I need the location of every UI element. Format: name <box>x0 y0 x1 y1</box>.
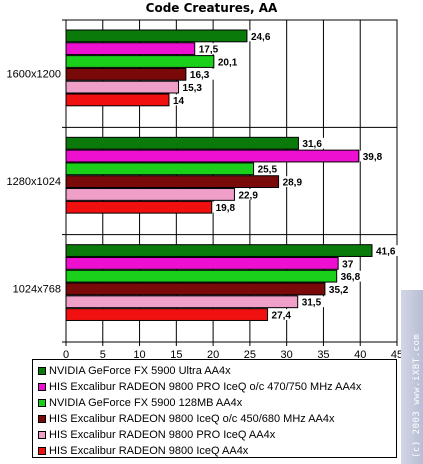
data-label-bg <box>337 270 368 282</box>
data-label: 37 <box>342 259 354 270</box>
x-tick-label: 45 <box>391 349 403 361</box>
bar <box>65 282 326 296</box>
legend-label: HIS Excalibur RADEON 9800 PRO IceQ AA4x <box>49 429 276 441</box>
data-label: 19,8 <box>216 203 236 214</box>
bar <box>65 67 187 81</box>
x-tick-label: 40 <box>354 349 366 361</box>
data-label: 36,8 <box>341 272 361 283</box>
data-label-bg <box>339 257 358 269</box>
data-label: 16,3 <box>190 70 210 81</box>
bar <box>65 29 248 43</box>
data-label-bg <box>235 189 266 200</box>
legend-item: HIS Excalibur RADEON 9800 PRO IceQ o/c 4… <box>38 379 396 395</box>
legend-swatch <box>38 447 46 455</box>
legend-label: NVIDIA GeForce FX 5900 Ultra AA4x <box>49 365 231 377</box>
y-category-label: 1280x1024 <box>7 176 61 188</box>
legend-item: HIS Excalibur RADEON 9800 IceQ o/c 450/6… <box>38 411 396 427</box>
bar <box>65 200 213 214</box>
data-label-bg <box>298 296 329 308</box>
data-label-bg <box>254 163 285 175</box>
x-tick-label: 15 <box>170 349 182 361</box>
legend-label: NVIDIA GeForce FX 5900 128MB AA4x <box>49 397 243 409</box>
bar <box>65 175 280 189</box>
legend-item: HIS Excalibur RADEON 9800 PRO IceQ AA4x <box>38 427 396 443</box>
x-tick-label: 25 <box>244 349 256 361</box>
legend-swatch <box>38 383 46 391</box>
axes <box>62 19 398 346</box>
data-label-bg <box>325 283 356 295</box>
data-label-bg <box>214 56 245 67</box>
legend-item: NVIDIA GeForce FX 5900 Ultra AA4x <box>38 363 396 379</box>
x-tick-label: 20 <box>207 349 219 361</box>
chart-title: Code Creatures, AA <box>145 1 278 15</box>
data-label-bg <box>247 30 278 42</box>
legend-swatch <box>38 415 46 423</box>
data-label-bg <box>279 176 310 188</box>
legend-swatch <box>38 399 46 407</box>
data-label: 27,4 <box>272 310 292 321</box>
data-label: 15,3 <box>183 83 203 94</box>
watermark-text: (c) 2003 www.iXBT.com <box>412 333 422 458</box>
bar <box>65 149 360 163</box>
legend-label: HIS Excalibur RADEON 9800 IceQ o/c 450/6… <box>49 413 335 425</box>
x-tick-label: 10 <box>133 349 145 361</box>
y-category-label: 1600x1200 <box>7 69 61 81</box>
legend-swatch <box>38 367 46 375</box>
data-label-bg <box>212 201 243 213</box>
bar <box>65 80 180 94</box>
data-label: 35,2 <box>329 285 349 296</box>
legend: NVIDIA GeForce FX 5900 Ultra AA4x HIS Exc… <box>32 359 397 458</box>
data-label-bg <box>179 81 210 93</box>
data-label: 28,9 <box>283 178 303 189</box>
data-label-bg <box>195 43 226 55</box>
bar <box>65 55 215 68</box>
legend-label: HIS Excalibur RADEON 9800 PRO IceQ o/c 4… <box>49 381 362 393</box>
data-label-bg <box>186 68 217 80</box>
plot-border <box>65 19 398 343</box>
x-tick-label: 0 <box>63 349 69 361</box>
data-label: 31,5 <box>302 298 322 309</box>
bar <box>65 295 299 309</box>
data-label: 41,6 <box>376 246 396 257</box>
data-label: 31,6 <box>302 139 322 150</box>
bar <box>65 244 373 257</box>
data-label: 22,9 <box>238 190 258 201</box>
data-label-bg <box>169 94 188 106</box>
legend-swatch <box>38 431 46 439</box>
data-label: 20,1 <box>218 57 238 68</box>
bars <box>65 29 373 321</box>
data-label: 25,5 <box>258 165 278 176</box>
data-label-bg <box>359 150 390 162</box>
bar <box>65 269 338 283</box>
legend-item: NVIDIA GeForce FX 5900 128MB AA4x <box>38 395 396 411</box>
bar <box>65 42 196 56</box>
data-label: 39,8 <box>363 152 383 163</box>
bar <box>65 188 235 201</box>
data-label-bg <box>299 137 330 149</box>
x-tick-label: 35 <box>317 349 329 361</box>
data-label: 17,5 <box>199 45 219 56</box>
bar <box>65 93 170 107</box>
x-tick-label: 5 <box>100 349 106 361</box>
labels: 0 5 10 15 20 25 30 35 40 45 1600x1200 24,6 17,520,1 1… <box>7 30 403 361</box>
x-tick-label: 30 <box>281 349 293 361</box>
legend-label: HIS Excalibur RADEON 9800 IceQ AA4x <box>49 445 249 457</box>
legend-item: HIS Excalibur RADEON 9800 IceQ AA4x <box>38 443 396 459</box>
bar <box>65 308 269 321</box>
data-label: 14 <box>173 96 185 107</box>
bar <box>65 256 339 270</box>
bar <box>65 136 299 150</box>
data-label-bg <box>268 309 299 320</box>
data-label: 24,6 <box>251 32 271 43</box>
bar <box>65 162 255 176</box>
watermark: (c) 2003 www.iXBT.com <box>401 290 423 464</box>
y-category-label: 1024x768 <box>13 283 61 295</box>
data-label-bg <box>372 245 403 256</box>
